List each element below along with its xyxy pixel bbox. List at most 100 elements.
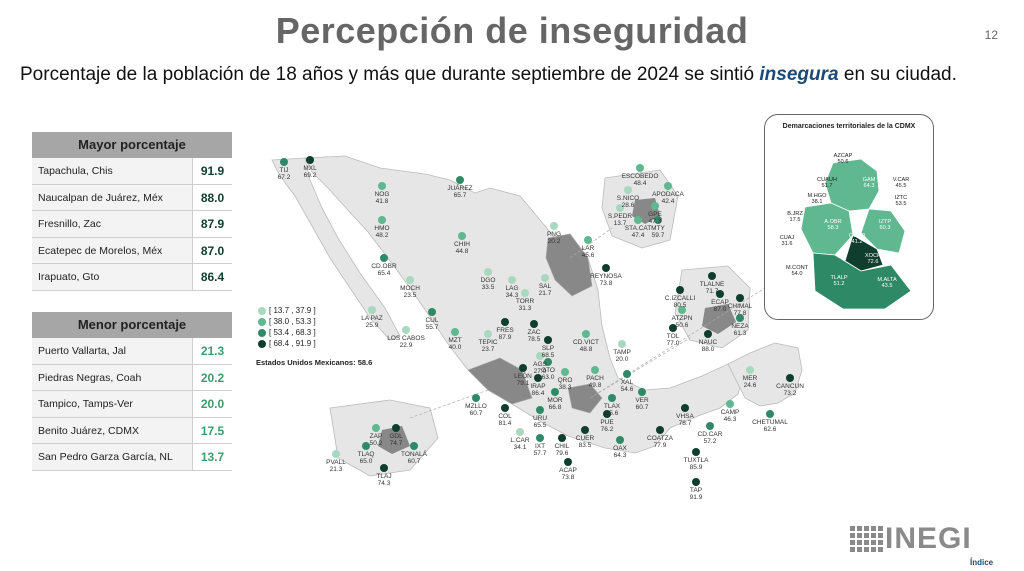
city-marker [716, 290, 724, 298]
city-label: URU 65.5 [533, 415, 547, 429]
legend-swatch [258, 317, 266, 326]
city-code: MZLLO [465, 403, 487, 410]
city-label: COATZA 77.9 [647, 435, 673, 449]
city-label: PACH 49.8 [586, 375, 604, 389]
district-percent: 60.3 [879, 225, 891, 231]
city-code: MER [742, 375, 758, 382]
city-label: CD.OBR 65.4 [371, 263, 396, 277]
subtitle-before: Porcentaje de la población de 18 años y … [20, 64, 760, 85]
cdmx-inset: Demarcaciones territoriales de la CDMX A… [764, 114, 934, 320]
district-percent: 53.5 [895, 201, 907, 207]
table-row: Naucalpan de Juárez, Méx 88.0 [32, 184, 232, 212]
city-percent: 21.7 [538, 290, 552, 297]
legend-label: [ 13.7 , 37.9 ] [269, 306, 316, 315]
legend-swatch [258, 328, 266, 337]
city-marker [332, 450, 340, 458]
city-percent: 24.6 [743, 382, 757, 389]
subtitle: Porcentaje de la población de 18 años y … [20, 62, 1005, 88]
city-marker [521, 289, 529, 297]
city-code: CD.CAR [697, 431, 723, 438]
city-marker [634, 216, 642, 224]
city-marker [550, 222, 558, 230]
city-marker [410, 442, 418, 450]
city-code: CHIMAL [727, 303, 753, 310]
city-marker [561, 368, 569, 376]
city-code: TORR [515, 298, 535, 305]
city-marker [584, 236, 592, 244]
city-name: San Pedro Garza García, NL [38, 451, 173, 464]
city-code: MOCH [400, 285, 420, 292]
city-code: IRAP [530, 383, 546, 390]
city-code: ZAP [369, 433, 383, 440]
city-percent: 41.8 [375, 198, 389, 205]
city-label: CHETUMAL 62.6 [752, 419, 788, 433]
city-percent: 63.0 [541, 374, 555, 381]
cdmx-district-label: V.CAR 45.5 [893, 177, 910, 189]
city-marker [456, 176, 464, 184]
city-code: HMO [374, 225, 390, 232]
city-percent: 20.0 [615, 356, 629, 363]
table-lowest: Menor porcentaje Puerto Vallarta, Jal 21.… [32, 312, 232, 471]
city-label: MZT 40.0 [448, 337, 461, 351]
city-percent: 60.7 [407, 458, 421, 465]
city-marker [704, 330, 712, 338]
city-percent: 38.3 [558, 384, 572, 391]
city-marker [582, 330, 590, 338]
city-percent: 87.0 [713, 306, 727, 313]
city-marker [669, 324, 677, 332]
city-code: CAMP [720, 409, 740, 416]
city-code: AGS [533, 361, 547, 368]
city-marker [392, 424, 400, 432]
city-marker [544, 358, 552, 366]
city-code: CD.VICT [573, 339, 599, 346]
city-marker [451, 328, 459, 336]
city-label: CANCUN 73.2 [776, 383, 804, 397]
table-lowest-header: Menor porcentaje [32, 312, 232, 338]
city-marker [362, 442, 370, 450]
city-marker [534, 374, 542, 382]
city-percent: 21.3 [329, 466, 343, 473]
city-code: CHETUMAL [752, 419, 788, 426]
city-percent: 88.0 [701, 346, 715, 353]
city-percent: 46.3 [723, 416, 737, 423]
subtitle-emphasis: insegura [759, 64, 839, 85]
city-percent: 48.2 [375, 232, 389, 239]
city-code: NEZA [731, 323, 749, 330]
city-label: ATZPN 50.6 [672, 315, 693, 329]
city-label: NOG 41.8 [375, 191, 390, 205]
city-marker [708, 272, 716, 280]
city-marker [536, 434, 544, 442]
index-link[interactable]: Índice [970, 558, 994, 567]
city-marker [726, 400, 734, 408]
map-legend: [ 13.7 , 37.9 ] [ 38.0 , 53.3 ] [ 53.4 ,… [258, 305, 316, 349]
city-label: QRO 38.3 [558, 377, 573, 391]
city-label: MXL 69.2 [303, 165, 316, 179]
legend-item: [ 53.4 , 68.3 ] [258, 327, 316, 338]
city-code: ZAC [527, 329, 541, 336]
city-label: LEÓN 79.1 [514, 373, 532, 387]
city-percent: 78.7 [678, 420, 692, 427]
city-label: NEZA 61.3 [731, 323, 748, 337]
city-code: PUE [600, 419, 614, 426]
city-label: LA PAZ 25.9 [361, 315, 383, 329]
city-percent: 55.7 [425, 324, 439, 331]
city-percent: 69.2 [303, 172, 317, 179]
connector-line [409, 389, 489, 419]
city-percent: 73.8 [561, 474, 575, 481]
city-marker [603, 410, 611, 418]
city-percent: 60.7 [469, 410, 483, 417]
subtitle-after: en su ciudad. [838, 64, 957, 85]
city-code: GPE [648, 211, 662, 218]
city-code: IXT [534, 443, 546, 450]
city-code: LA PAZ [361, 315, 383, 322]
district-percent: 54.0 [791, 271, 803, 277]
cdmx-district-label: M.CONT 54.0 [786, 265, 808, 277]
city-code: TONALÁ [401, 451, 427, 458]
map-highlight-nl [545, 233, 593, 297]
city-label: OAX 64.3 [613, 445, 627, 459]
table-row: Benito Juárez, CDMX 17.5 [32, 417, 232, 445]
city-value: 20.2 [192, 364, 232, 391]
city-label: STA.CAT 47.4 [625, 225, 651, 239]
city-code: SLP [541, 345, 555, 352]
city-label: AGS 27.0 [533, 361, 547, 375]
